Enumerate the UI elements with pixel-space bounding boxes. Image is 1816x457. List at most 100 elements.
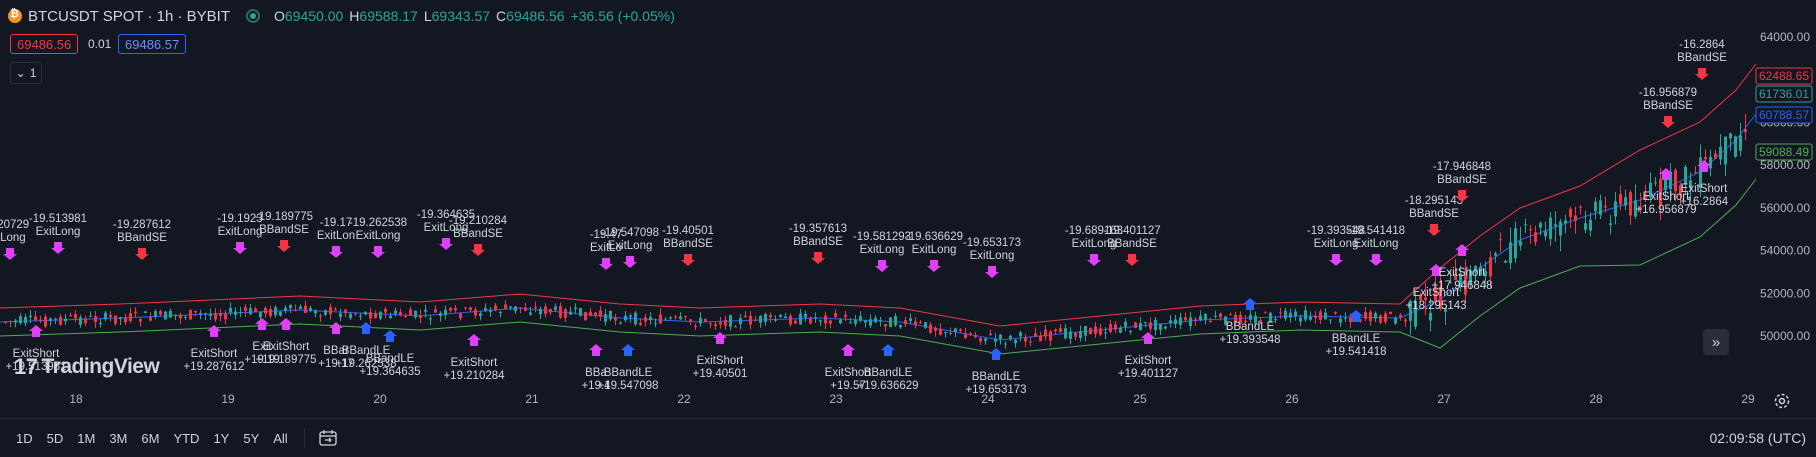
signal-label: -19.364635 — [417, 209, 475, 221]
calendar-range-icon[interactable] — [319, 430, 337, 446]
up-arrow-marker — [1429, 264, 1443, 276]
candle-body — [1514, 228, 1517, 259]
candle-body — [279, 311, 282, 316]
down-arrow-marker — [371, 246, 385, 258]
candle-body — [4, 321, 7, 323]
candle-body — [79, 317, 82, 325]
candle-body — [469, 307, 472, 311]
price-change: +36.56 (+0.05%) — [570, 8, 675, 24]
candle-body — [304, 305, 307, 313]
candle-body — [1014, 339, 1017, 344]
candle-body — [174, 314, 177, 316]
timeframe-1y[interactable]: 1Y — [213, 430, 230, 446]
down-arrow-marker — [599, 258, 613, 270]
candle-body — [1499, 239, 1502, 241]
signal-label: BBandSE — [453, 228, 503, 240]
candle-body — [1394, 318, 1397, 324]
candle-body — [464, 307, 467, 309]
candle-body — [1529, 229, 1532, 231]
timeframe-5d[interactable]: 5D — [46, 430, 64, 446]
candle-body — [929, 324, 932, 333]
signal-label: ExitLong — [912, 244, 957, 256]
timeframe-all[interactable]: All — [273, 430, 288, 446]
candle-body — [204, 313, 207, 315]
candle-body — [574, 307, 577, 310]
candle-body — [984, 338, 987, 342]
candle-body — [589, 311, 592, 316]
candle-body — [884, 324, 887, 327]
candle-body — [1464, 270, 1467, 295]
candle-body — [804, 313, 807, 318]
candle-body — [899, 325, 902, 328]
timeframe-ytd[interactable]: YTD — [173, 430, 200, 446]
down-arrow-marker — [1369, 254, 1383, 266]
candle-body — [1139, 323, 1142, 330]
candle-body — [1034, 333, 1037, 337]
signal-label: BBa — [585, 367, 607, 379]
candle-body — [489, 309, 492, 312]
candle-body — [99, 323, 102, 325]
candle-body — [1344, 317, 1347, 319]
candle-body — [1629, 192, 1632, 216]
price-label: 62488.65 — [1759, 69, 1809, 83]
scroll-to-realtime-button[interactable]: » — [1703, 329, 1729, 355]
down-arrow-marker — [1329, 254, 1343, 266]
candle-body — [274, 307, 277, 316]
chart-settings-gear-icon[interactable] — [1773, 392, 1791, 410]
timeframe-1d[interactable]: 1D — [16, 430, 33, 446]
timeframe-3m[interactable]: 3M — [109, 430, 128, 446]
price-chart[interactable]: 64000.0062000.0060000.0058000.0056000.00… — [0, 0, 1816, 418]
time-axis-tick: 28 — [1589, 392, 1603, 406]
candle-body — [719, 322, 722, 325]
timeframe-6m[interactable]: 6M — [141, 430, 160, 446]
sell-button[interactable]: 69486.56 — [10, 34, 79, 54]
candle-body — [1594, 201, 1597, 212]
signal-label: ExitShort — [1643, 191, 1690, 203]
market-status-icon[interactable] — [246, 9, 260, 23]
toolbar-divider — [303, 428, 305, 448]
candle-body — [744, 315, 747, 318]
candle-body — [1369, 311, 1372, 322]
signal-label: +19.393548 — [1219, 334, 1280, 346]
candle-body — [764, 313, 767, 322]
candle-body — [1634, 200, 1637, 217]
indicators-toggle-button[interactable]: ⌄ 1 — [10, 62, 42, 84]
candle-body — [504, 304, 507, 309]
signal-label: BBandSE — [259, 224, 309, 236]
tradingview-logo[interactable]: 17 TradingView — [14, 354, 160, 380]
signal-label: BBandSE — [793, 236, 843, 248]
candle-body — [239, 312, 242, 314]
time-axis-tick: 24 — [981, 392, 995, 406]
candle-body — [179, 314, 182, 319]
candle-body — [44, 316, 47, 327]
clock-utc[interactable]: 02:09:58 (UTC) — [1709, 430, 1806, 446]
symbol-legend: BTCUSDT SPOT · 1h · BYBIT O69450.00 H695… — [8, 6, 675, 26]
down-arrow-marker — [233, 242, 247, 254]
candle-body — [399, 311, 402, 316]
candle-body — [1554, 224, 1557, 226]
candle-body — [64, 318, 67, 322]
candle-body — [1264, 312, 1267, 314]
price-label: 60788.57 — [1759, 108, 1809, 122]
timeframe-5y[interactable]: 5Y — [243, 430, 260, 446]
double-chevron-right-icon: » — [1711, 333, 1721, 351]
candle-body — [119, 317, 122, 320]
candle-body — [459, 313, 462, 319]
candle-body — [1159, 323, 1162, 330]
candle-body — [784, 316, 787, 318]
candle-body — [509, 306, 512, 308]
candle-body — [1569, 208, 1572, 218]
candle-body — [689, 319, 692, 322]
candle-body — [1349, 317, 1352, 323]
candle-body — [809, 317, 812, 324]
symbol-title[interactable]: BTCUSDT SPOT · 1h · BYBIT — [28, 7, 230, 25]
ohlc-close: C69486.56 — [496, 8, 565, 24]
candle-body — [829, 320, 832, 324]
signal-label: Exit — [252, 341, 272, 353]
timeframe-1m[interactable]: 1M — [77, 430, 96, 446]
candle-body — [1724, 136, 1727, 165]
candle-body — [1129, 330, 1132, 332]
candle-body — [519, 307, 522, 309]
buy-button[interactable]: 69486.57 — [118, 34, 187, 54]
candle-body — [1429, 312, 1432, 321]
